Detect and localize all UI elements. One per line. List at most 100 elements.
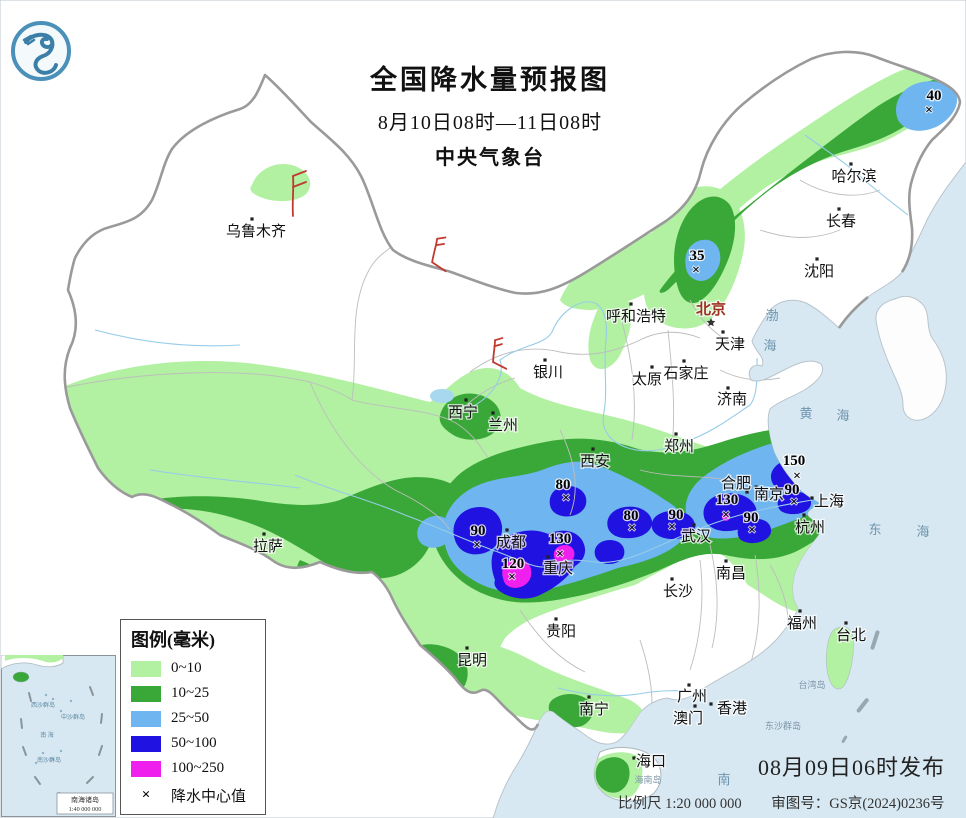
city-dot-icon	[849, 162, 853, 166]
precipitation-layers	[64, 63, 960, 799]
wind-barb-feather	[292, 170, 307, 177]
city-dot-icon	[745, 490, 749, 494]
sea-label: 南	[717, 772, 730, 787]
wind-barb-feather	[494, 337, 504, 342]
city-dot-icon	[798, 609, 802, 613]
city-dot-icon	[632, 756, 636, 760]
legend-item-label: 25~50	[171, 710, 210, 726]
city-label: 南宁	[579, 701, 609, 718]
city-dot-icon	[543, 358, 547, 362]
city-label: 哈尔滨	[831, 168, 876, 185]
city-dot-icon	[650, 365, 654, 369]
region-label: 海南岛	[634, 774, 661, 785]
city-dot-icon	[815, 257, 819, 261]
city-label: 杭州	[795, 519, 825, 536]
precip-value-layer: 40×35×80×90× 130×120×80×90×130× 90×150×90×	[469, 87, 943, 586]
korea-peninsula	[875, 295, 947, 421]
precip-center-marker-icon: ×	[925, 103, 933, 118]
precip-center-marker-icon: ×	[668, 520, 676, 535]
legend-marker-label: 降水中心值	[171, 789, 247, 805]
wind-barb-feather	[436, 236, 447, 240]
precip-center-marker-icon: ×	[562, 491, 570, 506]
city-dot-icon	[724, 559, 728, 563]
wind-barb-tail	[431, 261, 447, 273]
issuing-agency: 中央气象台	[435, 147, 545, 169]
legend-item-label: 0~10	[171, 660, 202, 676]
city-label: 香港	[717, 700, 747, 717]
precip-value-label: 120	[502, 556, 525, 572]
legend-color-chip	[131, 735, 161, 752]
city-dot-icon	[250, 217, 254, 221]
precip-center-marker-icon: ×	[556, 547, 564, 562]
city-dot-icon	[721, 330, 725, 334]
city-label: 广州	[677, 688, 707, 705]
precip-value-label: 40	[927, 88, 942, 104]
precip-value-label: 80	[556, 477, 571, 493]
legend-item-label: 100~250	[171, 760, 225, 776]
wind-barb-stem	[431, 237, 439, 264]
city-label: 北京	[696, 300, 726, 318]
inset-scale: 1:40 000 000	[69, 806, 102, 813]
legend-item: 10~25	[131, 685, 257, 702]
city-dot-icon	[844, 621, 848, 625]
city-label: 乌鲁木齐	[226, 223, 286, 240]
city-dot-icon	[687, 683, 691, 687]
city-dot-icon	[464, 398, 468, 402]
region-label: 台湾岛	[798, 679, 825, 690]
legend-item: 50~100	[131, 735, 257, 752]
approval-number: 审图号：GS京(2024)0236号	[771, 796, 945, 812]
wind-symbols-layer	[291, 170, 508, 370]
city-dot-icon	[491, 411, 495, 415]
publish-time: 08月09日06时发布	[757, 755, 945, 780]
qinghai-lake	[430, 389, 454, 403]
precip-value-label: 150	[783, 453, 806, 469]
city-label: 太原	[632, 371, 662, 388]
city-label: 兰州	[488, 417, 518, 434]
sea-label: 黄	[799, 406, 812, 421]
precip-center-marker-icon: ×	[722, 508, 730, 523]
precip-value-label: 35	[690, 248, 705, 264]
precip-value-label: 90	[471, 523, 486, 539]
sea-label: 海	[916, 524, 929, 539]
city-dot-icon	[554, 617, 558, 621]
precip-center-marker-icon: ×	[748, 523, 756, 538]
city-label: 福州	[787, 615, 817, 632]
legend-item: 100~250	[131, 760, 257, 777]
map-scale-line: 比例尺 1:20 000 000 审图号：GS京(2024)0236号	[618, 792, 963, 813]
legend-item: 0~10	[131, 660, 257, 677]
city-label: 上海	[814, 493, 844, 510]
precip-center-marker-icon: ×	[793, 469, 801, 484]
offshore-islands	[841, 630, 880, 743]
map-valid-period: 8月10日08时—11日08时	[377, 112, 603, 134]
city-label: 济南	[717, 391, 747, 408]
wind-barb-icon	[291, 170, 307, 217]
cma-logo	[11, 21, 71, 81]
sea-label: 渤	[765, 308, 778, 323]
rivers	[94, 134, 909, 697]
sea-label: 海	[763, 338, 776, 353]
legend-item-label: 50~100	[171, 735, 217, 751]
precip-value-label: 90	[669, 507, 684, 523]
inset-island-label: 中沙群岛	[61, 713, 85, 721]
legend-color-chip	[131, 660, 161, 677]
sea-label: 海	[836, 408, 849, 423]
capital-star-icon	[706, 318, 716, 327]
map-title: 全国降水量预报图	[370, 65, 610, 95]
city-label: 长沙	[663, 583, 693, 600]
city-dot-icon	[505, 528, 509, 532]
wind-barb-feather	[292, 181, 307, 188]
city-label: 海口	[636, 753, 666, 770]
precip-center-marker-icon: ×	[790, 495, 798, 510]
precip-center-marker-icon: ×	[628, 521, 636, 536]
city-dot-icon	[629, 302, 633, 306]
inset-island-label: 南 海	[40, 731, 54, 739]
city-dot-icon	[591, 447, 595, 451]
city-label: 天津	[715, 336, 745, 353]
wind-barb-tail	[492, 361, 508, 370]
legend-items: 0~10 10~25 25~50 50~100 100~250	[131, 660, 257, 777]
legend-color-chip	[131, 685, 161, 702]
wind-barb-icon	[431, 236, 447, 273]
